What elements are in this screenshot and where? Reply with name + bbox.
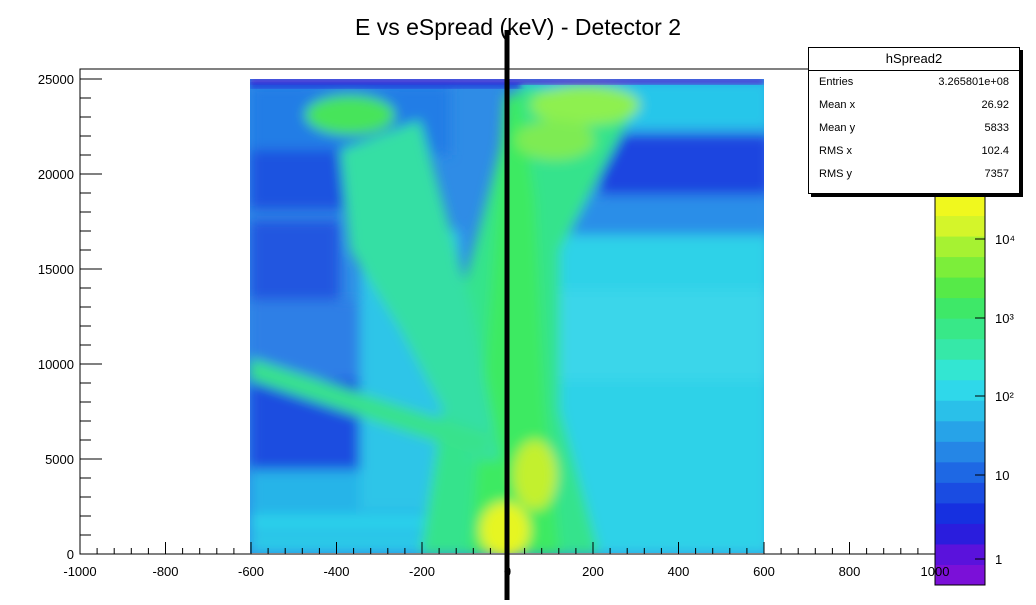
chart-title: E vs eSpread (keV) - Detector 2 <box>355 14 681 40</box>
stats-label: Mean x <box>819 99 856 111</box>
stats-row: RMS y 7357 <box>809 163 1019 186</box>
color-scale-segment <box>935 379 985 401</box>
color-scale-segment <box>935 543 985 565</box>
color-scale-segment <box>935 523 985 545</box>
color-scale-segment <box>935 400 985 422</box>
y-tick-label: 10000 <box>38 357 74 372</box>
x-tick-label: 600 <box>753 564 775 579</box>
color-scale-segment <box>935 236 985 258</box>
color-scale-segment <box>935 256 985 278</box>
z-tick-label: 10 <box>995 468 1009 483</box>
color-scale <box>934 194 986 586</box>
y-axis: 0 5000 10000 15000 20000 25000 <box>38 69 102 562</box>
stats-box: hSpread2 Entries 3.265801e+08 Mean x 26.92… <box>808 47 1020 194</box>
stats-box-title: hSpread2 <box>809 48 1019 71</box>
y-tick-label: 15000 <box>38 262 74 277</box>
x-tick-label: -600 <box>238 564 264 579</box>
color-scale-segment <box>935 564 985 586</box>
z-tick-label: 10⁴ <box>995 232 1015 247</box>
z-tick-label: 1 <box>995 552 1002 567</box>
stats-label: Entries <box>819 76 854 88</box>
color-scale-segment <box>935 215 985 237</box>
color-scale-frame <box>934 194 986 586</box>
z-tick-label: 10³ <box>995 311 1014 326</box>
color-scale-segment <box>935 420 985 442</box>
x-tick-label: -200 <box>409 564 435 579</box>
color-scale-segment <box>935 195 985 217</box>
color-scale-segment <box>935 461 985 483</box>
x-tick-label: 200 <box>582 564 604 579</box>
heatmap-data <box>250 79 764 553</box>
stats-value: 26.92 <box>981 99 1009 111</box>
color-scale-segment <box>935 297 985 319</box>
z-tick-label: 10² <box>995 389 1014 404</box>
stats-value: 5833 <box>984 122 1009 134</box>
x-tick-label: 1000 <box>921 564 950 579</box>
x-tick-label: -400 <box>323 564 349 579</box>
stats-row: Mean y 5833 <box>809 117 1019 140</box>
stats-label: RMS x <box>819 145 852 157</box>
y-tick-label: 25000 <box>38 72 74 87</box>
stats-row: Mean x 26.92 <box>809 94 1019 117</box>
stats-label: Mean y <box>819 122 856 134</box>
stats-value: 102.4 <box>981 145 1009 157</box>
color-scale-segment <box>935 277 985 299</box>
stats-label: RMS y <box>819 168 852 180</box>
stats-row: Entries 3.265801e+08 <box>809 71 1019 94</box>
y-tick-label: 0 <box>67 547 74 562</box>
x-tick-label: -800 <box>152 564 178 579</box>
z-axis: 1 10 10² 10³ 10⁴ <box>975 232 1015 567</box>
x-tick-label: 400 <box>668 564 690 579</box>
x-axis: -1000 -800 -600 -400 -200 0 200 400 600 800 1000 <box>63 542 949 579</box>
color-scale-segment <box>935 318 985 340</box>
color-scale-segment <box>935 338 985 360</box>
stats-value: 7357 <box>984 168 1009 180</box>
x-tick-label: 0 <box>504 564 511 579</box>
x-tick-label: -1000 <box>63 564 96 579</box>
color-scale-segment <box>935 482 985 504</box>
color-scale-segment <box>935 441 985 463</box>
y-tick-label: 20000 <box>38 167 74 182</box>
y-tick-label: 5000 <box>45 452 74 467</box>
stats-value: 3.265801e+08 <box>938 76 1009 88</box>
x-tick-label: 800 <box>839 564 861 579</box>
color-scale-segment <box>935 359 985 381</box>
stats-row: RMS x 102.4 <box>809 140 1019 163</box>
color-scale-segment <box>935 502 985 524</box>
